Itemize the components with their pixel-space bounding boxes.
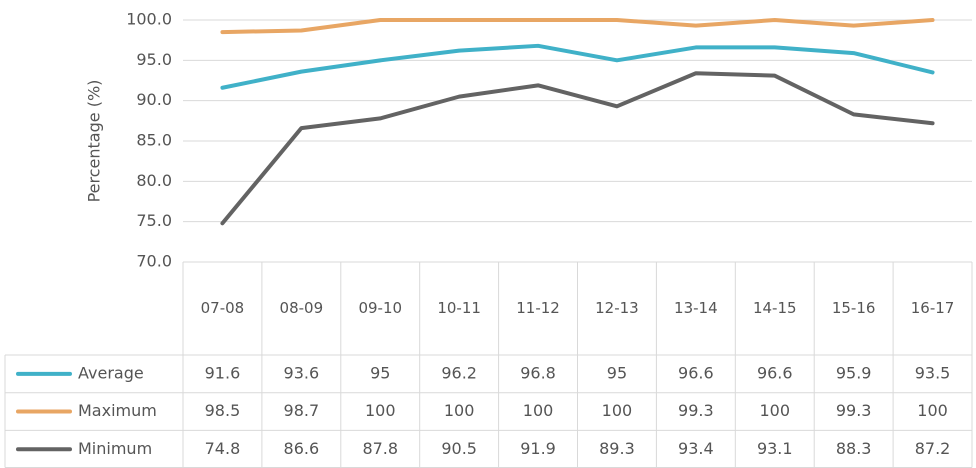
- table-value: 93.5: [915, 363, 951, 382]
- table-value: 98.7: [284, 401, 320, 420]
- legend-label: Average: [78, 363, 144, 382]
- x-tick-label: 11-12: [516, 299, 560, 317]
- table-value: 100: [602, 401, 633, 420]
- table-value: 100: [759, 401, 790, 420]
- table-value: 93.1: [757, 439, 793, 458]
- table-value: 91.6: [205, 363, 241, 382]
- y-tick-label: 80.0: [136, 171, 172, 190]
- table-value: 89.3: [599, 439, 635, 458]
- table-value: 95.9: [836, 363, 872, 382]
- x-tick-label: 08-09: [280, 299, 324, 317]
- table-value: 100: [917, 401, 948, 420]
- table-value: 88.3: [836, 439, 872, 458]
- y-tick-label: 95.0: [136, 50, 172, 69]
- table-value: 93.4: [678, 439, 714, 458]
- table-value: 96.6: [678, 363, 714, 382]
- table-value: 87.2: [915, 439, 951, 458]
- table-value: 100: [444, 401, 475, 420]
- table-value: 86.6: [284, 439, 320, 458]
- y-tick-label: 70.0: [136, 252, 172, 271]
- x-tick-label: 13-14: [674, 299, 718, 317]
- y-tick-label: 100.0: [126, 10, 172, 29]
- table-value: 99.3: [678, 401, 714, 420]
- legend-label: Maximum: [78, 401, 157, 420]
- y-tick-label: 90.0: [136, 90, 172, 109]
- table-value: 100: [523, 401, 554, 420]
- y-axis-label: Percentage (%): [85, 80, 104, 203]
- table-value: 91.9: [520, 439, 556, 458]
- x-tick-label: 09-10: [358, 299, 402, 317]
- table-value: 74.8: [205, 439, 241, 458]
- x-tick-label: 16-17: [911, 299, 955, 317]
- table-value: 98.5: [205, 401, 241, 420]
- table-value: 96.8: [520, 363, 556, 382]
- table-value: 96.6: [757, 363, 793, 382]
- y-tick-label: 75.0: [136, 211, 172, 230]
- table-value: 95: [607, 363, 627, 382]
- x-tick-label: 12-13: [595, 299, 639, 317]
- series-line: [220, 43, 935, 90]
- series-line: [220, 71, 935, 226]
- y-tick-label: 85.0: [136, 131, 172, 150]
- table-value: 87.8: [362, 439, 398, 458]
- x-tick-label: 10-11: [437, 299, 481, 317]
- x-tick-label: 07-08: [201, 299, 245, 317]
- table-value: 99.3: [836, 401, 872, 420]
- table-value: 100: [365, 401, 396, 420]
- table-value: 96.2: [441, 363, 477, 382]
- series-line: [220, 18, 935, 35]
- table-value: 95: [370, 363, 390, 382]
- x-tick-label: 15-16: [832, 299, 876, 317]
- table-value: 93.6: [284, 363, 320, 382]
- x-tick-label: 14-15: [753, 299, 797, 317]
- legend-label: Minimum: [78, 439, 152, 458]
- table-value: 90.5: [441, 439, 477, 458]
